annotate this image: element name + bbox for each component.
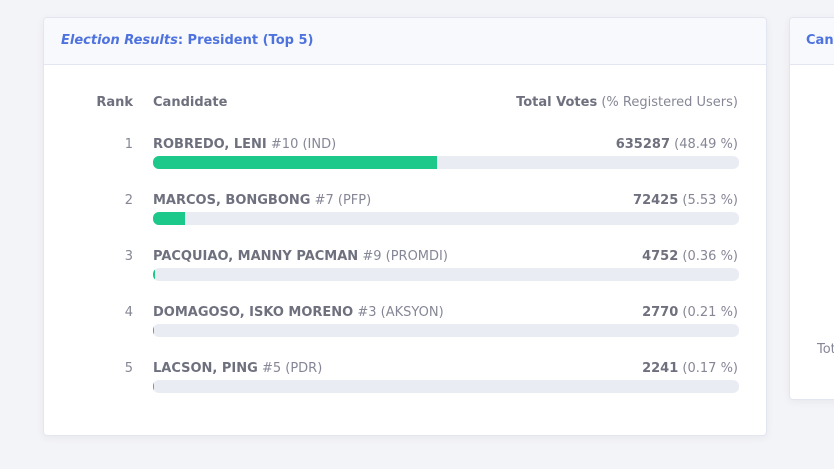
candidate-details: #10 (IND): [270, 137, 337, 152]
rank: 1: [124, 137, 133, 152]
side-card: Canv Tot: [789, 17, 834, 400]
candidate-details: #3 (AKSYON): [357, 305, 444, 320]
col-votes: Total Votes (% Registered Users): [516, 95, 738, 111]
candidate: MARCOS, BONGBONG #7 (PFP): [153, 193, 371, 209]
card-title: Election Results: President (Top 5): [61, 33, 313, 49]
side-title: Canv: [806, 33, 834, 48]
progress-track: [153, 324, 739, 337]
progress-track: [153, 212, 739, 225]
votes: 2241 (0.17 %): [642, 361, 738, 377]
vote-percent: (5.53 %): [682, 193, 738, 208]
candidate: LACSON, PING #5 (PDR): [153, 361, 322, 377]
candidate-name: LACSON, PING: [153, 361, 258, 376]
candidate-name: DOMAGOSO, ISKO MORENO: [153, 305, 354, 320]
vote-count: 635287: [615, 137, 670, 152]
vote-count: 4752: [642, 249, 679, 264]
vote-percent: (0.21 %): [682, 305, 738, 320]
card-header: Election Results: President (Top 5): [44, 18, 766, 65]
votes: 635287 (48.49 %): [616, 137, 738, 153]
col-candidate: Candidate: [153, 95, 228, 110]
rank: 2: [124, 193, 133, 208]
vote-count: 2770: [642, 305, 679, 320]
rank: 4: [124, 305, 133, 320]
title-rest: : President (Top 5): [177, 33, 314, 48]
candidate-details: #5 (PDR): [261, 361, 323, 376]
vote-percent: (48.49 %): [674, 137, 738, 152]
progress-track: [153, 268, 739, 281]
candidate: PACQUIAO, MANNY PACMAN #9 (PROMDI): [153, 249, 448, 265]
candidate: DOMAGOSO, ISKO MORENO #3 (AKSYON): [153, 305, 444, 321]
candidate-details: #9 (PROMDI): [362, 249, 448, 264]
progress-track: [153, 156, 739, 169]
vote-percent: (0.17 %): [682, 361, 738, 376]
side-header: Canv: [790, 18, 834, 65]
candidate-name: PACQUIAO, MANNY PACMAN: [153, 249, 359, 264]
progress-bar: [153, 156, 438, 169]
vote-count: 2241: [642, 361, 679, 376]
progress-bar: [153, 380, 154, 393]
candidate: ROBREDO, LENI #10 (IND): [153, 137, 336, 153]
votes-note: (% Registered Users): [601, 95, 738, 110]
side-text: Tot: [817, 342, 834, 357]
progress-track: [153, 380, 739, 393]
rank: 3: [124, 249, 133, 264]
title-em: Election Results: [61, 33, 178, 48]
votes-head: Total Votes: [516, 95, 598, 110]
progress-bar: [153, 268, 156, 281]
candidate-details: #7 (PFP): [314, 193, 372, 208]
results-card: Election Results: President (Top 5) Rank…: [43, 17, 767, 436]
vote-count: 72425: [633, 193, 679, 208]
votes: 4752 (0.36 %): [642, 249, 738, 265]
rank: 5: [124, 361, 133, 376]
votes: 2770 (0.21 %): [642, 305, 738, 321]
candidate-name: MARCOS, BONGBONG: [153, 193, 311, 208]
votes: 72425 (5.53 %): [633, 193, 738, 209]
vote-percent: (0.36 %): [682, 249, 738, 264]
progress-bar: [153, 212, 186, 225]
col-rank: Rank: [96, 95, 133, 110]
progress-bar: [153, 324, 155, 337]
candidate-name: ROBREDO, LENI: [153, 137, 267, 152]
